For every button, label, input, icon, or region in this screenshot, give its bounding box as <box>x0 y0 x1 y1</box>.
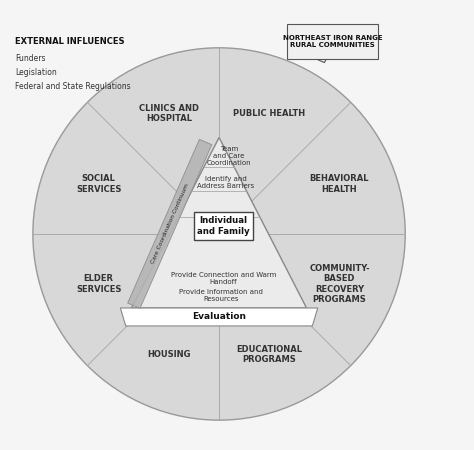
Text: EXTERNAL INFLUENCES: EXTERNAL INFLUENCES <box>15 36 125 45</box>
Text: HOUSING: HOUSING <box>147 350 191 359</box>
Text: COMMUNITY-
BASED
RECOVERY
PROGRAMS: COMMUNITY- BASED RECOVERY PROGRAMS <box>309 264 370 304</box>
Text: EDUCATIONAL
PROGRAMS: EDUCATIONAL PROGRAMS <box>236 345 302 364</box>
Text: Funders: Funders <box>15 54 46 63</box>
Text: CLINICS AND
HOSPITAL: CLINICS AND HOSPITAL <box>139 104 199 123</box>
Text: Legislation: Legislation <box>15 68 57 77</box>
Polygon shape <box>311 57 327 63</box>
Polygon shape <box>128 140 212 308</box>
Text: Team
and Care
Coordination: Team and Care Coordination <box>207 146 251 166</box>
FancyBboxPatch shape <box>194 212 254 240</box>
Text: ELDER
SERVICES: ELDER SERVICES <box>76 274 121 293</box>
Text: Identify and
Address Barriers: Identify and Address Barriers <box>197 176 255 189</box>
Text: Provide Information and
Resources: Provide Information and Resources <box>179 289 263 302</box>
Text: Provide Connection and Warm
Handoff: Provide Connection and Warm Handoff <box>171 272 276 285</box>
Text: Care Coordination Continuum: Care Coordination Continuum <box>150 183 190 265</box>
FancyBboxPatch shape <box>287 23 378 59</box>
Text: Federal and State Regulations: Federal and State Regulations <box>15 82 130 91</box>
Text: BEHAVIORAL
HEALTH: BEHAVIORAL HEALTH <box>310 175 369 194</box>
Text: SOCIAL
SERVICES: SOCIAL SERVICES <box>76 175 121 194</box>
Polygon shape <box>120 308 318 326</box>
Text: PUBLIC HEALTH: PUBLIC HEALTH <box>233 109 305 118</box>
Circle shape <box>33 48 405 420</box>
Text: NORTHEAST IRON RANGE
RURAL COMMUNITIES: NORTHEAST IRON RANGE RURAL COMMUNITIES <box>283 35 382 48</box>
Text: Evaluation: Evaluation <box>192 312 246 321</box>
Text: Individual
and Family: Individual and Family <box>197 216 250 236</box>
Polygon shape <box>132 138 307 308</box>
